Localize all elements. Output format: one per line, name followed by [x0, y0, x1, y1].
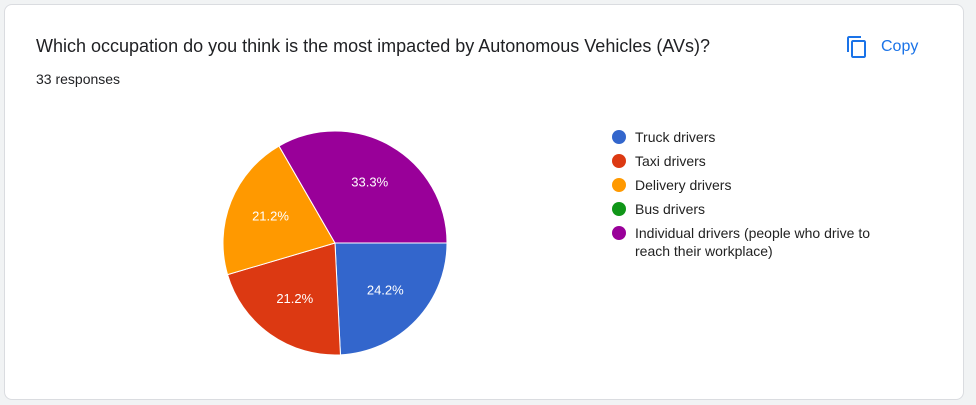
legend-label: Delivery drivers [635, 177, 732, 193]
copy-icon [847, 36, 866, 58]
slice-label: 24.2% [367, 282, 404, 297]
slice-label: 33.3% [351, 174, 388, 189]
pie-slice [334, 242, 448, 356]
pie-slice [222, 145, 336, 276]
legend: Truck drivers Taxi drivers Delivery driver… [610, 128, 880, 266]
legend-item: Taxi drivers [610, 152, 880, 170]
legend-item: Individual drivers (people who drive to … [610, 224, 880, 260]
legend-swatch [612, 154, 626, 168]
legend-swatch [612, 130, 626, 144]
card: Which occupation do you think is the mos… [4, 4, 964, 400]
response-count: 33 responses [36, 71, 121, 87]
legend-label: Truck drivers [635, 129, 716, 145]
legend-item: Truck drivers [610, 128, 880, 146]
legend-swatch [612, 178, 626, 192]
legend-label: Bus drivers [635, 201, 706, 217]
slice-label: 21.2% [276, 291, 313, 306]
legend-swatch [612, 226, 626, 240]
pie-slice [226, 242, 341, 356]
legend-label: Taxi drivers [635, 153, 706, 169]
copy-button[interactable]: Copy [845, 29, 918, 65]
legend-swatch [612, 202, 626, 216]
chart-title: Which occupation do you think is the mos… [36, 36, 711, 56]
legend-item: Bus drivers [610, 200, 880, 218]
legend-label: Individual drivers (people who drive to … [635, 225, 871, 259]
pie-slice [278, 130, 448, 244]
copy-label[interactable]: Copy [881, 38, 919, 55]
slice-label: 21.2% [252, 209, 289, 224]
legend-item: Delivery drivers [610, 176, 880, 194]
